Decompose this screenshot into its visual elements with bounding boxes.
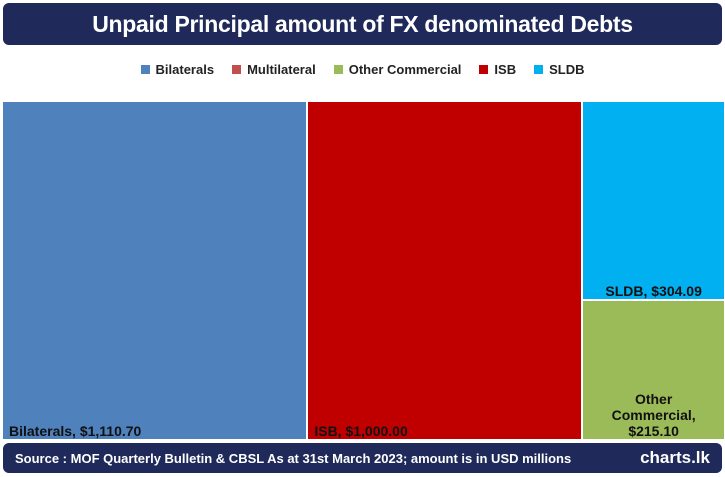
legend-swatch (232, 65, 242, 74)
logo: charts.lk (640, 448, 710, 467)
treemap: Bilaterals, $1,110.70 ISB, $1,000.00 SLDB,… (2, 101, 725, 440)
legend-swatch (140, 65, 150, 74)
footer: Source : MOF Quarterly Bulletin & CBSL A… (3, 443, 722, 473)
data-label: Other Commercial, $215.10 (611, 390, 696, 439)
legend-item: Other Commercial (333, 62, 462, 77)
legend-swatch (479, 65, 489, 74)
treemap-cell: ISB, $1,000.00 (307, 101, 583, 440)
legend-label: Other Commercial (348, 62, 462, 77)
legend-label: Multilateral (247, 62, 316, 77)
legend-swatch (534, 65, 544, 74)
legend-label: SLDB (549, 62, 585, 77)
legend-label: Bilaterals (155, 62, 215, 77)
data-label: SLDB, $304.09 (605, 282, 702, 299)
legend-swatch (333, 65, 343, 74)
treemap-cell: SLDB, $304.09 (582, 101, 725, 300)
data-label: Bilaterals, $1,110.70 (9, 423, 142, 439)
treemap-cell: Bilaterals, $1,110.70 (2, 101, 308, 440)
data-label: ISB, $1,000.00 (314, 423, 408, 439)
legend-item: SLDB (534, 62, 584, 77)
legend-item: Multilateral (232, 62, 316, 77)
chart-title: Unpaid Principal amount of FX denominate… (3, 3, 722, 45)
legend-label: ISB (494, 62, 517, 77)
legend-item: ISB (479, 62, 516, 77)
source: Source : MOF Quarterly Bulletin & CBSL A… (15, 450, 572, 466)
legend-item: Bilaterals (140, 62, 215, 77)
legend: Bilaterals Multilateral Other Commercial IS… (0, 62, 725, 77)
treemap-cell: Other Commercial, $215.10 (582, 299, 725, 440)
